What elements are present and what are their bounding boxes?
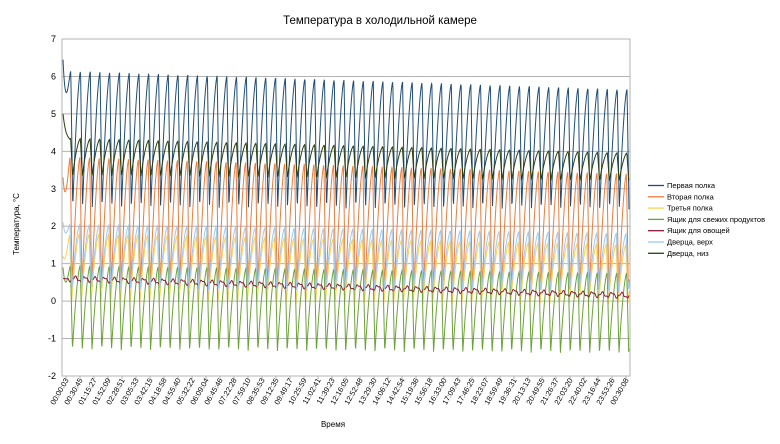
y-tick-label: 6 <box>51 71 56 81</box>
y-tick-label: 3 <box>51 184 56 194</box>
y-axis-ticks: -2 -1 0 1 2 3 4 5 6 7 <box>48 34 56 381</box>
series-line <box>62 222 630 292</box>
legend-item: Ящик для свежих продуктов <box>667 215 765 224</box>
x-axis-label: Время <box>321 420 345 429</box>
legend-item: Третья полка <box>667 204 714 213</box>
series-line <box>62 275 630 299</box>
series-line <box>62 113 630 181</box>
y-axis-label: Температура, °C <box>12 193 21 255</box>
y-tick-label: 7 <box>51 34 56 44</box>
y-tick-label: 0 <box>51 296 56 306</box>
y-tick-label: 4 <box>51 146 56 156</box>
legend: Первая полка Вторая полка Третья полка Ящик… <box>648 181 765 258</box>
legend-item: Ящик для овощей <box>667 226 730 235</box>
legend-item: Первая полка <box>667 181 716 190</box>
legend-item: Дверца, верх <box>667 238 713 247</box>
x-axis-ticks: 00:00:0300:30:4501:15:2701:52:0902:28:51… <box>48 376 631 406</box>
y-tick-label: 5 <box>51 109 56 119</box>
plot-frame <box>61 38 631 377</box>
y-tick-label: 2 <box>51 221 56 231</box>
series-line <box>62 59 630 210</box>
y-tick-label: -2 <box>48 371 56 381</box>
chart-title: Температура в холодильной камере <box>283 15 477 27</box>
series-line <box>62 232 630 305</box>
legend-item: Вторая полка <box>667 192 715 201</box>
y-tick-label: -1 <box>48 334 56 344</box>
series-line <box>62 264 630 353</box>
y-tick-label: 1 <box>51 259 56 269</box>
series-lines <box>62 59 630 353</box>
legend-item: Дверца, низ <box>667 249 709 258</box>
